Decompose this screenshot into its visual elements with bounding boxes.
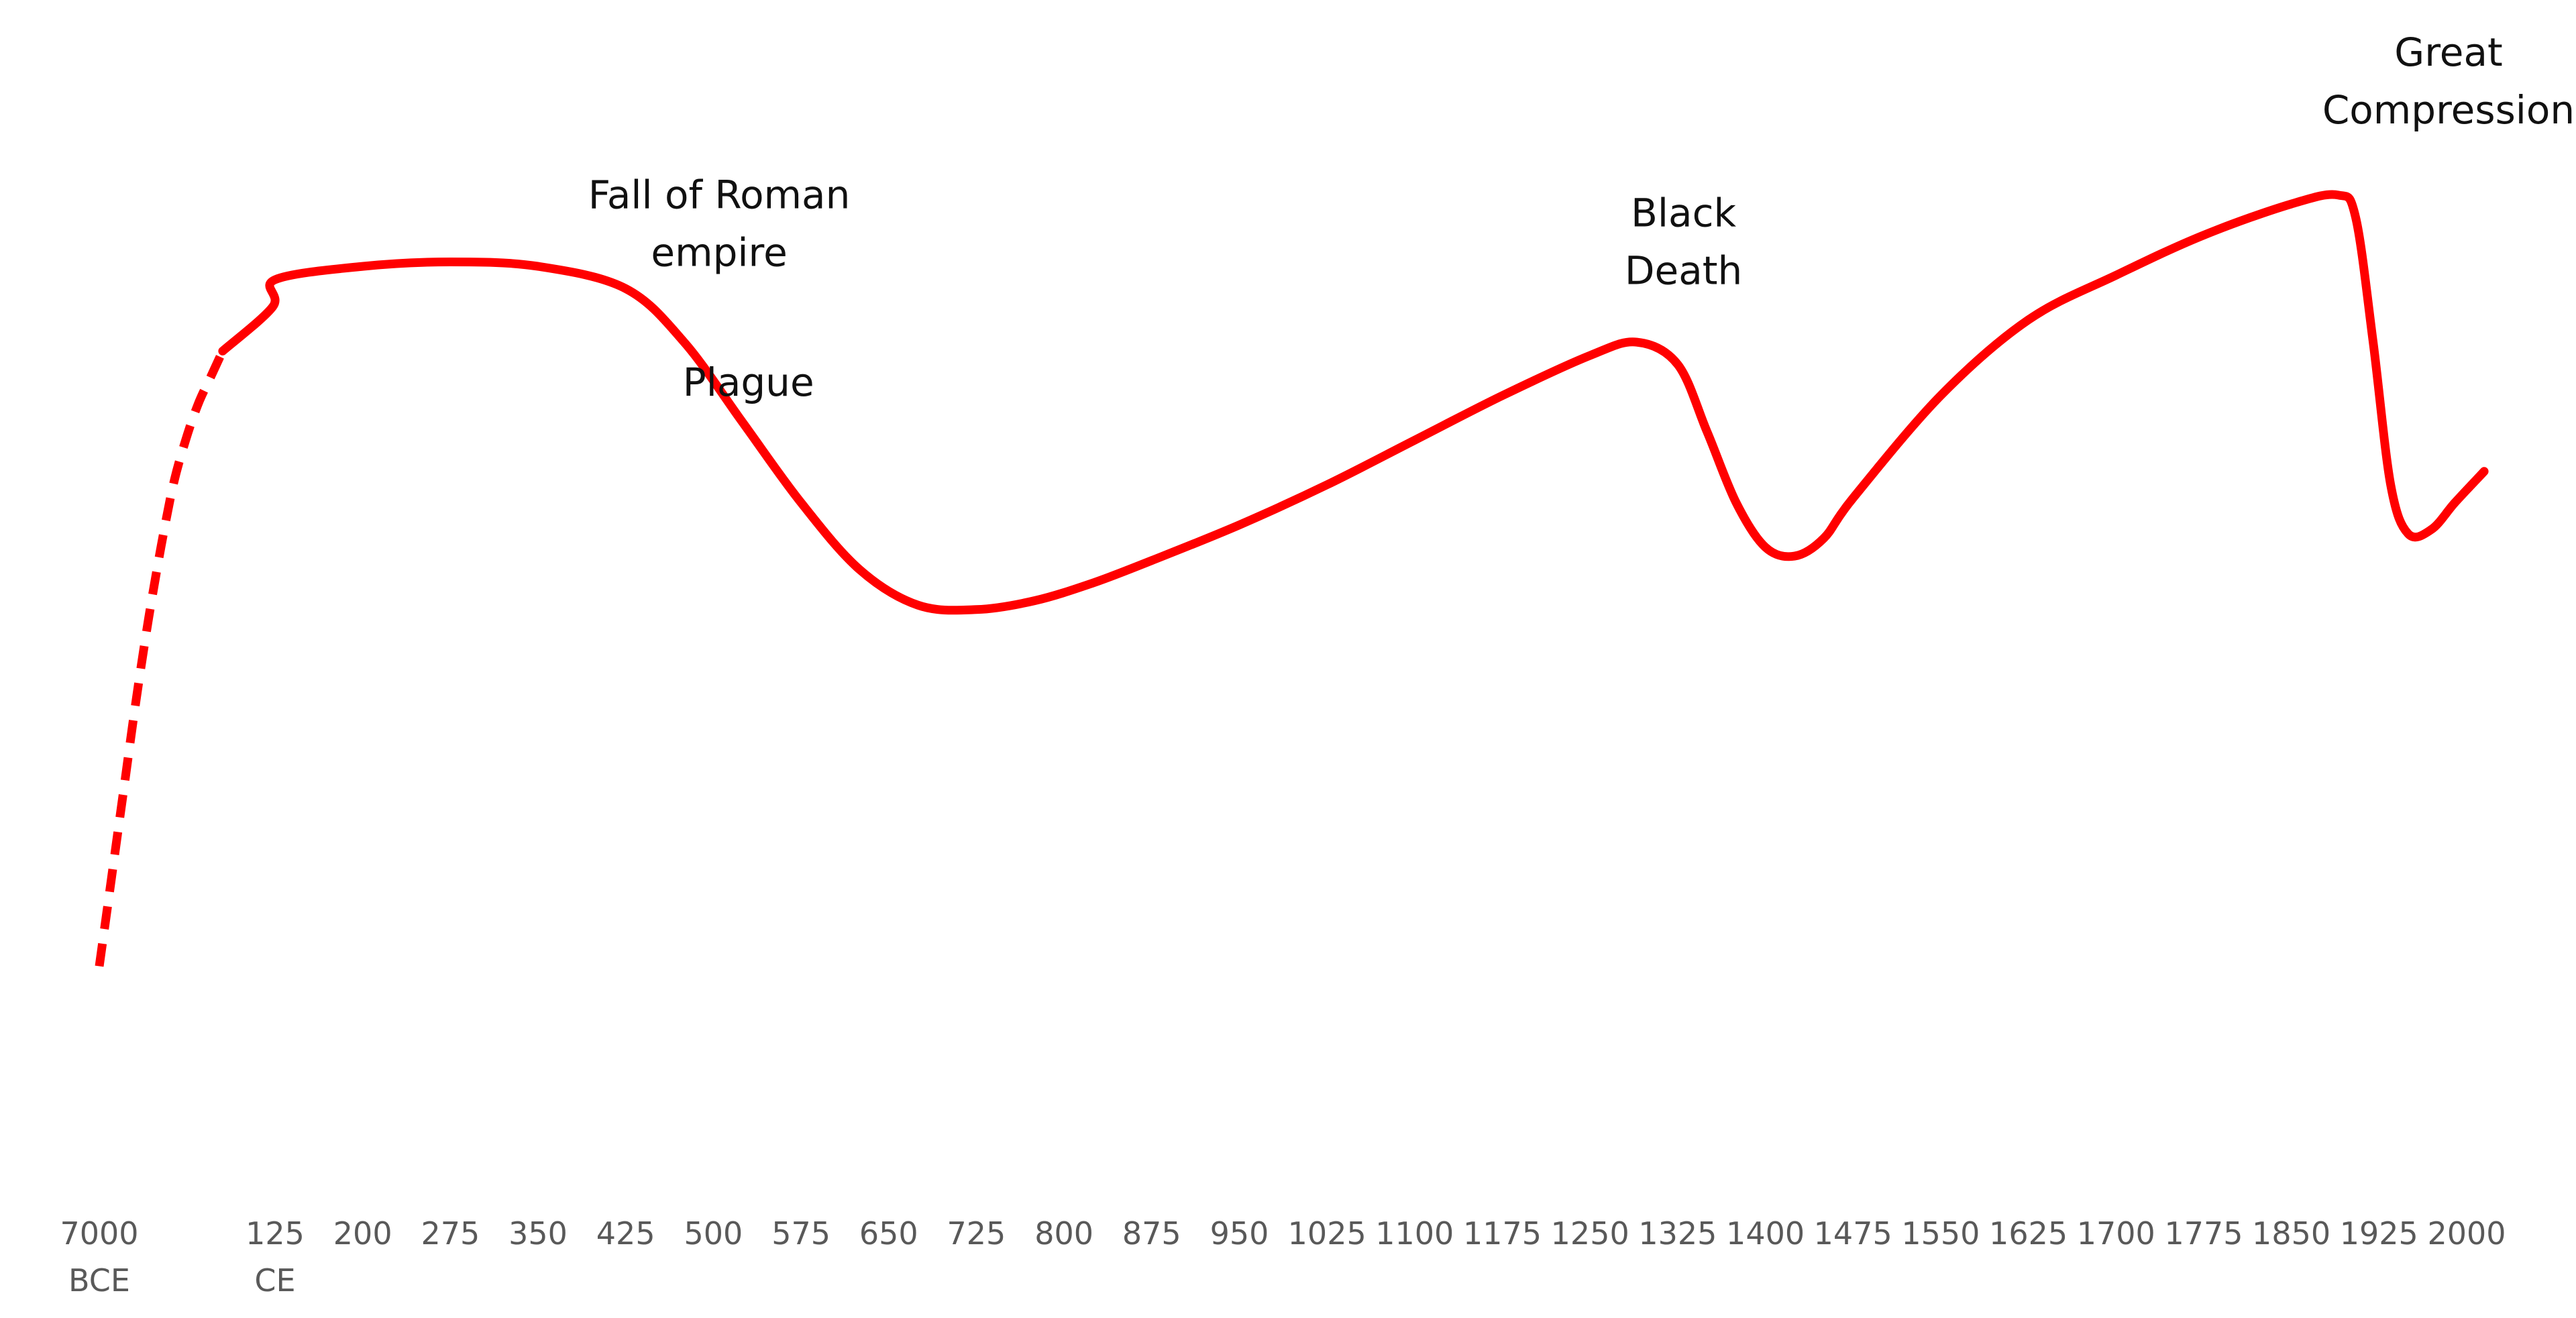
x-tick-label: 425: [596, 1215, 655, 1252]
annotation-label: Fall of Roman empire: [588, 172, 851, 276]
x-tick-label: 575: [771, 1215, 830, 1252]
x-tick-label: 7000 BCE: [60, 1215, 138, 1299]
x-tick-label: 1625: [1989, 1215, 2068, 1252]
x-tick-label: 1325: [1638, 1215, 1717, 1252]
x-tick-label: 1850: [2252, 1215, 2330, 1252]
series-line-solid: [218, 190, 2489, 615]
x-tick-label: 200: [333, 1215, 392, 1252]
x-tick-label: 2000: [2427, 1215, 2506, 1252]
x-tick-label: 275: [421, 1215, 480, 1252]
series-layer: [95, 190, 2489, 967]
x-tick-label: 350: [508, 1215, 568, 1252]
x-tick-label: 1700: [2077, 1215, 2155, 1252]
x-tick-label: 1400: [1726, 1215, 1805, 1252]
x-tick-label: 1250: [1551, 1215, 1629, 1252]
annotation-label: Great Compression: [2322, 30, 2575, 133]
x-axis: 7000 BCE 125 CE 200 275 350 425 500 575 650 725 800 8…: [60, 1215, 2506, 1299]
annotation-layer: Fall of Roman empire Plague Black Death Great…: [588, 30, 2575, 405]
annotation-label: Black Death: [1625, 190, 1742, 293]
x-tick-label: 650: [859, 1215, 918, 1252]
x-tick-label: 1775: [2164, 1215, 2243, 1252]
x-tick-label: 1175: [1463, 1215, 1542, 1252]
x-tick-label: 500: [684, 1215, 743, 1252]
x-tick-label: 950: [1210, 1215, 1269, 1252]
x-tick-label: 875: [1122, 1215, 1181, 1252]
x-tick-label: 725: [947, 1215, 1006, 1252]
x-tick-label: 125 CE: [246, 1215, 305, 1299]
x-tick-label: 1475: [1814, 1215, 1892, 1252]
x-tick-label: 1925: [2340, 1215, 2418, 1252]
series-line-dashed: [95, 349, 227, 967]
annotation-label: Plague: [683, 360, 814, 405]
x-tick-label: 1550: [1901, 1215, 1980, 1252]
x-tick-label: 800: [1034, 1215, 1093, 1252]
x-tick-label: 1025: [1288, 1215, 1366, 1252]
x-tick-label: 1100: [1375, 1215, 1454, 1252]
